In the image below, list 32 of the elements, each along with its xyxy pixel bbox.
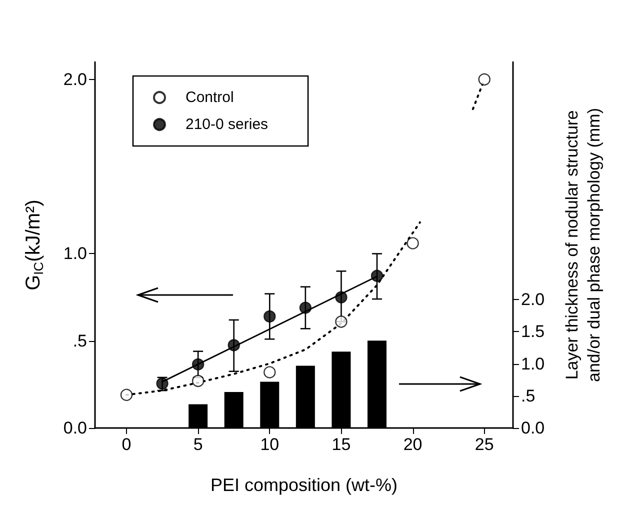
point bbox=[478, 73, 490, 86]
point bbox=[120, 388, 133, 401]
x-tick-label: 5 bbox=[193, 435, 203, 454]
legend-label: Control bbox=[186, 89, 234, 106]
legend-label: 210-0 series bbox=[186, 116, 268, 133]
y2-axis-title: Layer thickness of nodular structure and/or dual phase morphology (mm) bbox=[562, 108, 604, 382]
x-tick-label: 20 bbox=[403, 435, 422, 454]
y-axis-title: GIC(kJ/m²) bbox=[22, 200, 46, 290]
y2-tick-label: .5 bbox=[521, 386, 536, 406]
point bbox=[406, 237, 419, 250]
point bbox=[264, 310, 276, 323]
y-tick-label: 1.0 bbox=[63, 244, 87, 264]
y-tick-label: 2.0 bbox=[63, 70, 87, 89]
x-tick-label: 0 bbox=[122, 435, 132, 454]
x-tick-label: 10 bbox=[260, 435, 280, 454]
x-tick-label: 15 bbox=[332, 435, 351, 454]
point bbox=[335, 316, 348, 328]
point bbox=[264, 366, 276, 378]
y2-tick-label: 1.5 bbox=[521, 322, 545, 342]
x-tick-label: 25 bbox=[474, 435, 494, 454]
point bbox=[192, 358, 204, 370]
x-axis-title: PEI composition (wt-%) bbox=[210, 475, 398, 495]
point bbox=[299, 302, 312, 314]
point bbox=[335, 291, 348, 304]
point bbox=[370, 270, 384, 282]
y2-tick-label: 0.0 bbox=[521, 418, 545, 438]
y2-tick-label: 1.0 bbox=[521, 354, 545, 374]
point bbox=[228, 339, 240, 352]
y-tick-label: 0.0 bbox=[63, 418, 87, 438]
y2-tick-label: 2.0 bbox=[521, 290, 545, 310]
y-tick-label: .5 bbox=[72, 331, 87, 350]
point bbox=[192, 374, 204, 388]
